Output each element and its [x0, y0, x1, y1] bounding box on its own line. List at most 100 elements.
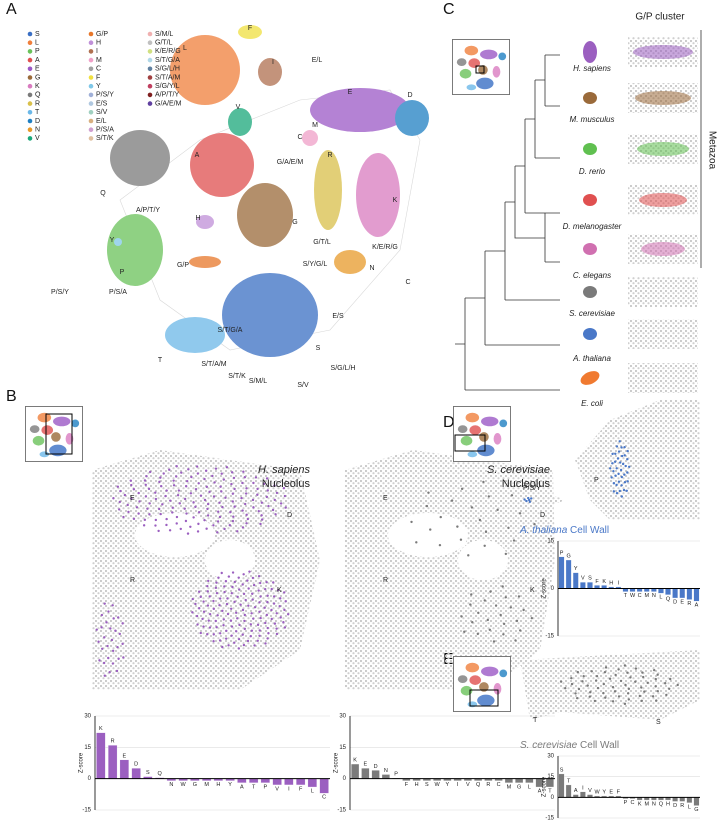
- cluster-label: H: [195, 215, 200, 222]
- point: [530, 616, 534, 620]
- point: [224, 637, 228, 640]
- bar-label: V: [466, 782, 470, 788]
- point: [275, 491, 279, 495]
- legend-swatch: [88, 49, 94, 54]
- point-label: D: [540, 512, 545, 519]
- point: [189, 492, 193, 495]
- bar: [351, 763, 360, 779]
- cluster-label: L: [183, 45, 187, 52]
- legend-label: G/P: [96, 31, 108, 38]
- legend-label: I: [96, 48, 98, 55]
- point: [634, 667, 638, 670]
- point: [575, 696, 579, 700]
- legend-swatch: [88, 57, 94, 63]
- bar-label: Y: [228, 782, 232, 788]
- legend-label: E: [35, 66, 40, 73]
- bar-label: Q: [476, 782, 481, 788]
- legend-swatch: [27, 118, 33, 124]
- bar-label: G: [193, 782, 197, 788]
- point: [483, 544, 486, 547]
- point: [206, 584, 209, 588]
- point: [528, 500, 532, 504]
- y-axis-label: Z-score: [334, 752, 340, 773]
- cluster-label: S/M/L: [249, 378, 267, 385]
- bar-label: T: [252, 784, 256, 790]
- point: [186, 532, 190, 535]
- point: [121, 622, 124, 625]
- cluster-label: G/A/E/M: [277, 159, 304, 166]
- point: [143, 479, 147, 482]
- cluster-label: S/G/L/H: [331, 365, 356, 372]
- point: [165, 523, 168, 527]
- point: [144, 495, 148, 498]
- bar: [565, 784, 572, 798]
- point: [138, 500, 141, 503]
- point: [202, 600, 205, 603]
- point: [271, 508, 275, 512]
- species-name: C. elegans: [573, 271, 611, 280]
- point: [256, 623, 260, 627]
- point: [105, 621, 108, 624]
- point: [154, 491, 157, 494]
- bar-label: L: [659, 595, 662, 601]
- point: [97, 640, 100, 643]
- point: [212, 633, 215, 636]
- legend-swatch: [88, 66, 94, 72]
- point: [241, 509, 244, 512]
- point: [231, 500, 234, 503]
- umap-clouds: [107, 25, 429, 357]
- point-label: R: [130, 577, 135, 584]
- legend-swatch: [147, 92, 153, 98]
- cluster-label: K: [393, 197, 398, 204]
- zoom-scatter: [527, 496, 563, 504]
- point: [228, 523, 232, 527]
- species-icon: [580, 371, 600, 385]
- species-name: E. coli: [581, 399, 603, 408]
- bar-label: L: [311, 788, 314, 794]
- point: [112, 497, 115, 500]
- y-tick-label: 15: [547, 774, 554, 780]
- point: [241, 526, 245, 529]
- point: [194, 488, 198, 491]
- point: [232, 515, 235, 518]
- legend-swatch: [88, 40, 94, 45]
- point: [189, 525, 192, 528]
- point: [103, 602, 106, 605]
- point: [137, 512, 140, 515]
- cluster-label: D: [407, 92, 412, 99]
- point: [265, 580, 268, 584]
- point: [410, 520, 413, 524]
- bar-label: D: [673, 803, 677, 809]
- point: [135, 506, 139, 509]
- bar: [296, 778, 306, 786]
- point: [178, 502, 182, 505]
- point: [595, 674, 599, 678]
- point: [624, 683, 627, 687]
- point: [212, 640, 215, 643]
- bar-label: I: [582, 785, 584, 791]
- legend-label: S/V: [96, 109, 108, 116]
- legend-swatch: [147, 83, 153, 89]
- point: [611, 462, 614, 465]
- y-tick-label: 15: [84, 745, 91, 751]
- point: [625, 489, 628, 493]
- point: [263, 606, 266, 609]
- legend-swatch: [147, 57, 153, 63]
- point: [236, 530, 239, 533]
- point: [617, 472, 620, 476]
- point: [218, 501, 221, 504]
- point: [656, 673, 659, 676]
- bar-label: R: [680, 803, 684, 809]
- legend-label: S/G/Y/L: [155, 83, 180, 90]
- point: [107, 610, 110, 613]
- point-label: R: [383, 577, 388, 584]
- point: [515, 619, 519, 623]
- cluster-label: Q: [100, 190, 106, 197]
- point: [199, 595, 202, 599]
- point: [197, 607, 201, 610]
- point: [275, 627, 278, 630]
- legend-swatch: [147, 49, 153, 54]
- cluster-label: F: [248, 25, 252, 32]
- bar-label: F: [299, 786, 303, 792]
- point: [469, 603, 472, 606]
